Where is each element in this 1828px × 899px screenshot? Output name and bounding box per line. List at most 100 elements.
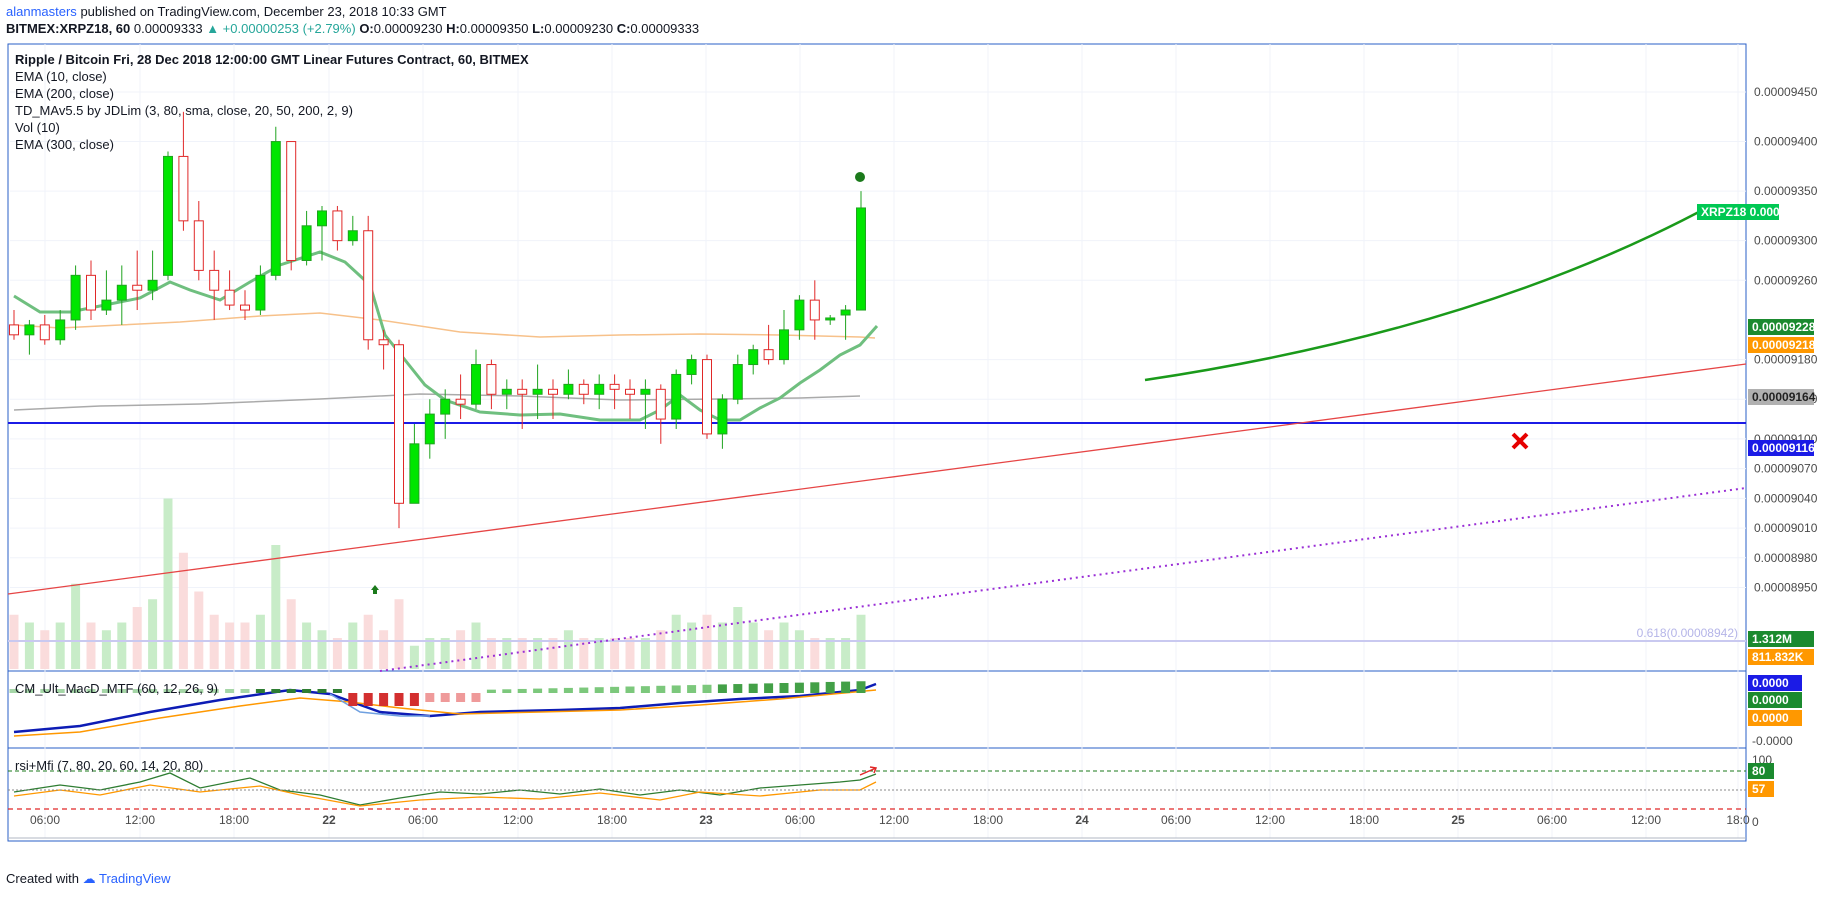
macd-hist-bar [332,689,342,693]
legend-vol[interactable]: Vol (10) [15,120,60,135]
volume-bar [86,622,96,669]
price-change: ▲ +0.00000253 (+2.79%) [206,21,356,36]
ema200-line [13,312,876,339]
candle-body [809,299,820,321]
candle-body [24,324,35,336]
macd-hist-bar [394,693,404,706]
candle-body [409,443,420,504]
price-tag-bg [1697,204,1779,220]
legend-ema10[interactable]: EMA (10, close) [15,69,107,84]
candle-body [270,141,281,276]
candle-body [532,388,543,395]
volume-bar [687,622,697,669]
volume-bar [471,622,481,669]
indicator-lines: 0.618(0.00008942) [7,203,1747,807]
volume-bar [794,630,804,669]
macd-hist-bar [625,686,635,693]
footer: Created with ☁ TradingView [6,871,171,887]
macd-tick-label: 0.0000 [1752,711,1789,725]
macd-hist-bar [794,682,804,693]
candle-body [132,284,143,291]
volume-bar [779,622,789,669]
projection-arc [1144,203,1713,382]
macd-hist-bar [687,685,697,693]
candle-body [39,324,50,341]
close-label: C: [616,21,631,36]
macd-hist-bar [194,689,204,693]
time-tick-label: 12:00 [879,813,909,827]
rsi-line [13,772,877,806]
macd-hist-bar [255,689,265,693]
volume-bar [148,599,158,669]
time-tick-label: 06:00 [1537,813,1567,827]
candle-body [640,388,651,395]
macd-hist-bar [517,688,527,693]
price-tag-bg [1748,649,1814,665]
candle-body [856,207,866,311]
volume-bar [825,638,835,669]
macd-hist-bar [409,693,419,706]
legend-ema200[interactable]: EMA (200, close) [15,86,114,101]
macd-hist-bar [271,689,281,693]
macd-hist-bar [101,689,111,693]
author-link[interactable]: alanmasters [6,4,77,19]
macd-hist-bar [656,685,666,693]
tradingview-link[interactable]: TradingView [99,871,171,886]
macd-tick-label: 0.0000 [1752,693,1789,707]
macd-hist-bar [548,688,558,693]
volume-bar [40,630,50,669]
rsi-legend[interactable]: rsi+Mfi (7, 80, 20, 60, 14, 20, 80) [15,758,204,773]
candle-body [794,299,805,331]
volume-bar [733,607,743,669]
volume-bar [548,638,558,669]
macd-hist-bar [856,681,866,693]
candle-body [209,269,220,291]
volume-bar [117,622,127,669]
volume-bar [55,622,65,669]
last-price: 0.00009333 [133,21,203,36]
macd-hist-bar [240,689,250,693]
macd-pane [9,681,866,706]
chart-border [7,43,1747,842]
time-tick-label: 18:0 [1726,813,1750,827]
volume-bar [517,638,527,669]
price-tick-label: 0.00008980 [1754,551,1818,565]
price-tick-label: 0.00009260 [1754,273,1818,287]
volume-bar [302,622,312,669]
macd-hist-bar [148,689,158,693]
candle-body [471,364,481,405]
price-tick-label: 0.00009400 [1754,135,1818,149]
time-tick-label: 23 [699,813,713,827]
price-tick-label: 0.00009040 [1754,491,1818,505]
time-tick-label: 18:00 [219,813,249,827]
candle-body [178,155,189,222]
rsi-tick-label: 80 [1752,764,1766,778]
price-tick-label: 0.00009450 [1754,85,1818,99]
macd-hist-bar [810,682,820,693]
candle-body [332,210,343,242]
candle-body [163,155,173,276]
legend-ema300[interactable]: EMA (300, close) [15,137,114,152]
price-tag-bg [1748,319,1814,335]
volume-bar [194,591,204,669]
candle-body [486,364,497,395]
macd-hist-bar [640,686,650,693]
volume-bar [379,630,389,669]
price-tick-label: 0.00009350 [1754,184,1818,198]
macd-hist-bar [594,687,604,693]
candle-body [86,274,96,311]
macd-hist-bar [825,681,835,693]
price-tag-label: 0.00009228 [1752,320,1816,334]
volume-bar [656,630,666,669]
high-value: 0.00009350 [459,21,529,36]
time-tick-label: 06:00 [30,813,60,827]
candle-body [317,210,327,227]
macd-hist-bar [286,689,296,693]
macd-legend[interactable]: CM_Ult_MacD_MTF (60, 12, 26, 9) [15,681,219,696]
legend-td-ma[interactable]: TD_MAv5.5 by JDLim (3, 80, sma, close, 2… [15,103,353,118]
time-tick-label: 06:00 [1161,813,1191,827]
macd-hist-bar [702,684,712,693]
volume-bar [594,638,604,669]
low-label: L: [532,21,545,36]
